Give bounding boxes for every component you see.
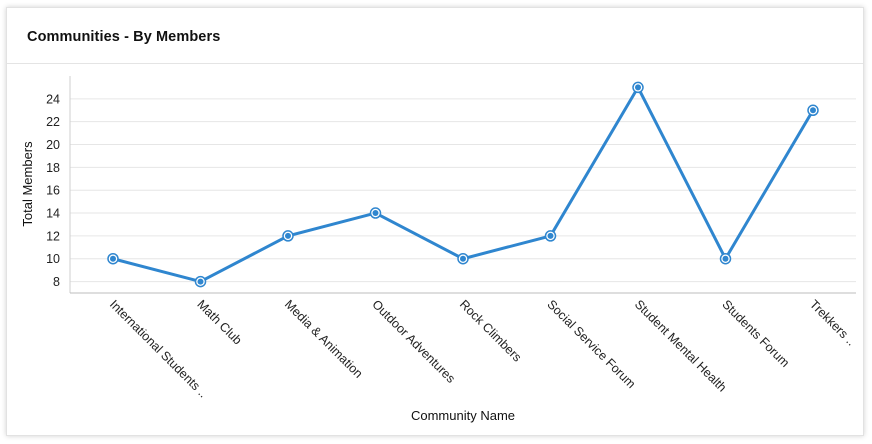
data-point-dot bbox=[110, 255, 116, 262]
x-tick-label: Math Club bbox=[194, 297, 244, 347]
data-point-dot bbox=[372, 210, 379, 217]
y-axis-title: Total Members bbox=[20, 141, 35, 227]
axes bbox=[69, 76, 856, 294]
y-tick-label: 22 bbox=[46, 115, 60, 129]
y-tick-label: 20 bbox=[46, 138, 60, 152]
chart-title: Communities - By Members bbox=[27, 29, 221, 45]
x-tick-label: Outdoor Adventures bbox=[369, 297, 458, 386]
x-tick-label: International Students .. bbox=[107, 297, 210, 400]
data-point-dot bbox=[460, 255, 466, 262]
y-tick-label: 14 bbox=[46, 207, 60, 221]
chart-card: Communities - By Members bbox=[6, 7, 864, 436]
data-point-dot bbox=[722, 255, 729, 262]
data-point-dot bbox=[547, 232, 554, 239]
card-header: Communities - By Members bbox=[7, 8, 863, 64]
x-tick-label: Student Mental Health bbox=[632, 297, 729, 394]
x-tick-label: Social Service Forum bbox=[544, 297, 638, 391]
y-tick-label: 10 bbox=[46, 252, 60, 266]
y-tick-label: 12 bbox=[46, 229, 60, 243]
x-axis-ticks: International Students ..Math Club Media … bbox=[107, 297, 858, 400]
grid-lines bbox=[70, 98, 856, 283]
x-tick-label: Trekkers .. bbox=[807, 297, 858, 348]
y-tick-label: 24 bbox=[46, 92, 60, 106]
x-tick-label: Students Forum bbox=[719, 297, 792, 370]
y-tick-label: 8 bbox=[53, 275, 60, 289]
data-point-dot bbox=[810, 107, 816, 114]
x-tick-label: Rock Climbers bbox=[457, 297, 524, 364]
series bbox=[107, 81, 819, 288]
x-axis-title: Community Name bbox=[411, 408, 515, 423]
y-axis-ticks: 8 10 12 14 16 18 20 22 24 bbox=[46, 92, 60, 289]
y-tick-label: 16 bbox=[46, 184, 60, 198]
data-point-dot bbox=[285, 232, 291, 239]
data-point-dot bbox=[197, 278, 204, 285]
x-tick-label: Media & Animation bbox=[282, 297, 366, 381]
y-tick-label: 18 bbox=[46, 161, 60, 175]
data-point-dot bbox=[635, 84, 641, 91]
series-line bbox=[112, 84, 815, 284]
